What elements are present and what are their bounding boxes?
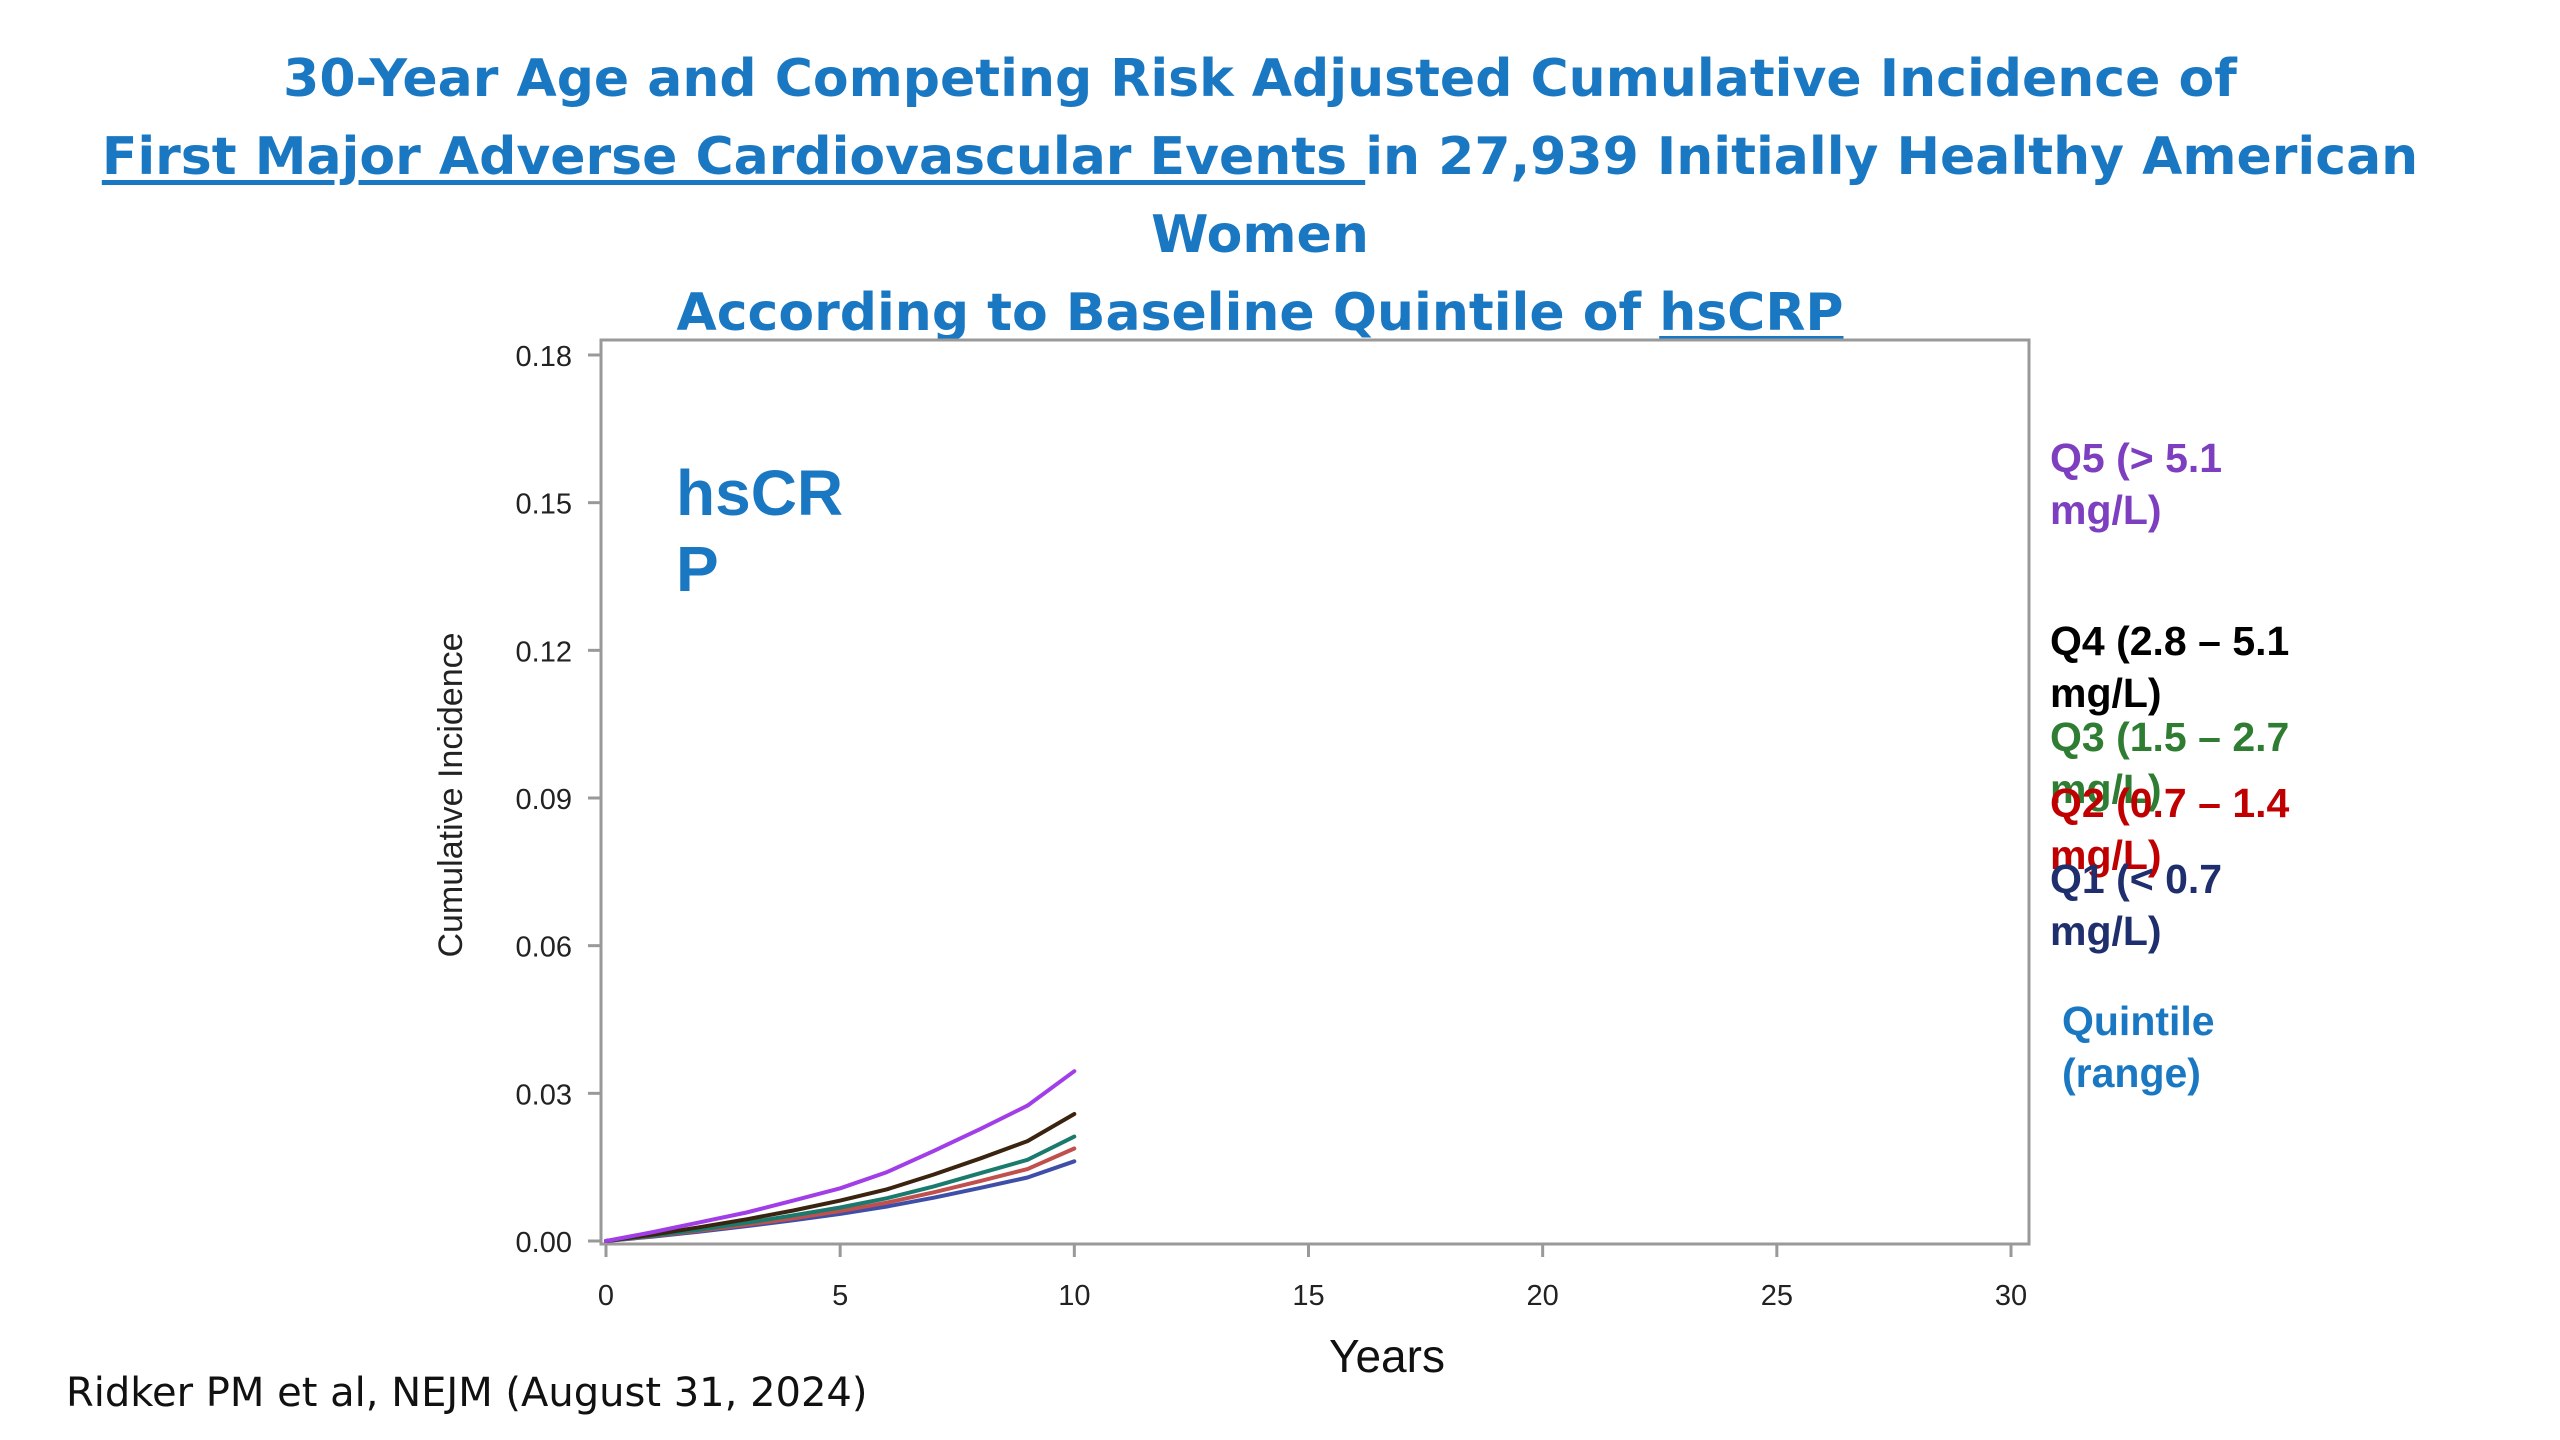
x-tick-label: 20 bbox=[1527, 1280, 1559, 1312]
title-line-4-prefix: According to Baseline Quintile of bbox=[676, 283, 1660, 343]
y-tick-label: 0.06 bbox=[516, 932, 572, 964]
y-tick-label: 0.18 bbox=[516, 341, 572, 373]
x-tick-label: 25 bbox=[1761, 1280, 1793, 1312]
title-line-4: According to Baseline Quintile of hsCRP bbox=[0, 274, 2520, 352]
title-line-2: First Major Adverse Cardiovascular Event… bbox=[0, 118, 2520, 196]
title-line-3: Women bbox=[1151, 205, 1369, 265]
series-line-q4 bbox=[604, 1112, 1077, 1243]
legend-q3: Q3 (1.5 – 2.7 mg/L) bbox=[2050, 711, 2289, 815]
plot-frame bbox=[599, 338, 2031, 1246]
hscrp-inset-label: hsCR P bbox=[676, 455, 843, 607]
title-hscrp: hsCRP bbox=[1659, 283, 1844, 343]
title-underlined-phrase: First Major Adverse Cardiovascular Event… bbox=[101, 127, 1366, 187]
x-axis: 0 5 10 15 20 25 30 bbox=[598, 1244, 2027, 1312]
x-tick-label: 30 bbox=[1995, 1280, 2027, 1312]
y-tick-label: 0.00 bbox=[516, 1227, 572, 1259]
legend-q1: Q1 (< 0.7 mg/L) bbox=[2050, 853, 2222, 957]
legend-q2-line-1: Q2 (0.7 – 1.4 bbox=[2050, 780, 2290, 826]
legend-q3-line-1: Q3 (1.5 – 2.7 bbox=[2050, 714, 2290, 760]
y-axis: 0.00 0.03 0.06 0.09 0.12 0.15 0.18 bbox=[516, 341, 601, 1259]
legend-q1-line-2: mg/L) bbox=[2050, 908, 2162, 954]
legend-heading-line-1: Quintile bbox=[2062, 998, 2215, 1044]
y-tick-label: 0.15 bbox=[516, 489, 572, 521]
legend-heading: Quintile (range) bbox=[2062, 995, 2215, 1099]
legend-q4-line-2: mg/L) bbox=[2050, 670, 2162, 716]
title-line-1: 30-Year Age and Competing Risk Adjusted … bbox=[283, 49, 2237, 109]
legend-q2: Q2 (0.7 – 1.4 mg/L) bbox=[2050, 777, 2289, 881]
legend-q2-line-2: mg/L) bbox=[2050, 832, 2162, 878]
y-tick-label: 0.03 bbox=[516, 1079, 572, 1111]
legend-q4-line-1: Q4 (2.8 – 5.1 bbox=[2050, 618, 2290, 664]
y-tick-label: 0.09 bbox=[516, 784, 572, 816]
x-axis-label: Years bbox=[1329, 1330, 1445, 1382]
citation: Ridker PM et al, NEJM (August 31, 2024) bbox=[66, 1370, 868, 1416]
y-tick-label: 0.12 bbox=[516, 636, 572, 668]
title-line-2-rest: in 27,939 Initially Healthy American bbox=[1365, 127, 2419, 187]
x-tick-label: 0 bbox=[598, 1280, 614, 1312]
legend-q5-line-1: Q5 (> 5.1 bbox=[2050, 435, 2223, 481]
legend-heading-line-2: (range) bbox=[2062, 1050, 2201, 1096]
series-lines bbox=[604, 1069, 1077, 1243]
series-line-q5 bbox=[604, 1069, 1077, 1243]
legend-q1-line-1: Q1 (< 0.7 bbox=[2050, 856, 2223, 902]
inset-label-line-2: P bbox=[676, 533, 719, 605]
x-tick-label: 10 bbox=[1058, 1280, 1090, 1312]
x-tick-label: 15 bbox=[1292, 1280, 1324, 1312]
slide-title: 30-Year Age and Competing Risk Adjusted … bbox=[0, 40, 2520, 352]
x-tick-label: 5 bbox=[832, 1280, 848, 1312]
legend-q4: Q4 (2.8 – 5.1 mg/L) bbox=[2050, 615, 2289, 719]
legend-q5: Q5 (> 5.1 mg/L) bbox=[2050, 432, 2222, 536]
y-axis-label: Cumulative Incidence bbox=[432, 632, 470, 957]
inset-label-line-1: hsCR bbox=[676, 457, 844, 529]
legend-q5-line-2: mg/L) bbox=[2050, 487, 2162, 533]
legend-q3-line-2: mg/L) bbox=[2050, 766, 2162, 812]
